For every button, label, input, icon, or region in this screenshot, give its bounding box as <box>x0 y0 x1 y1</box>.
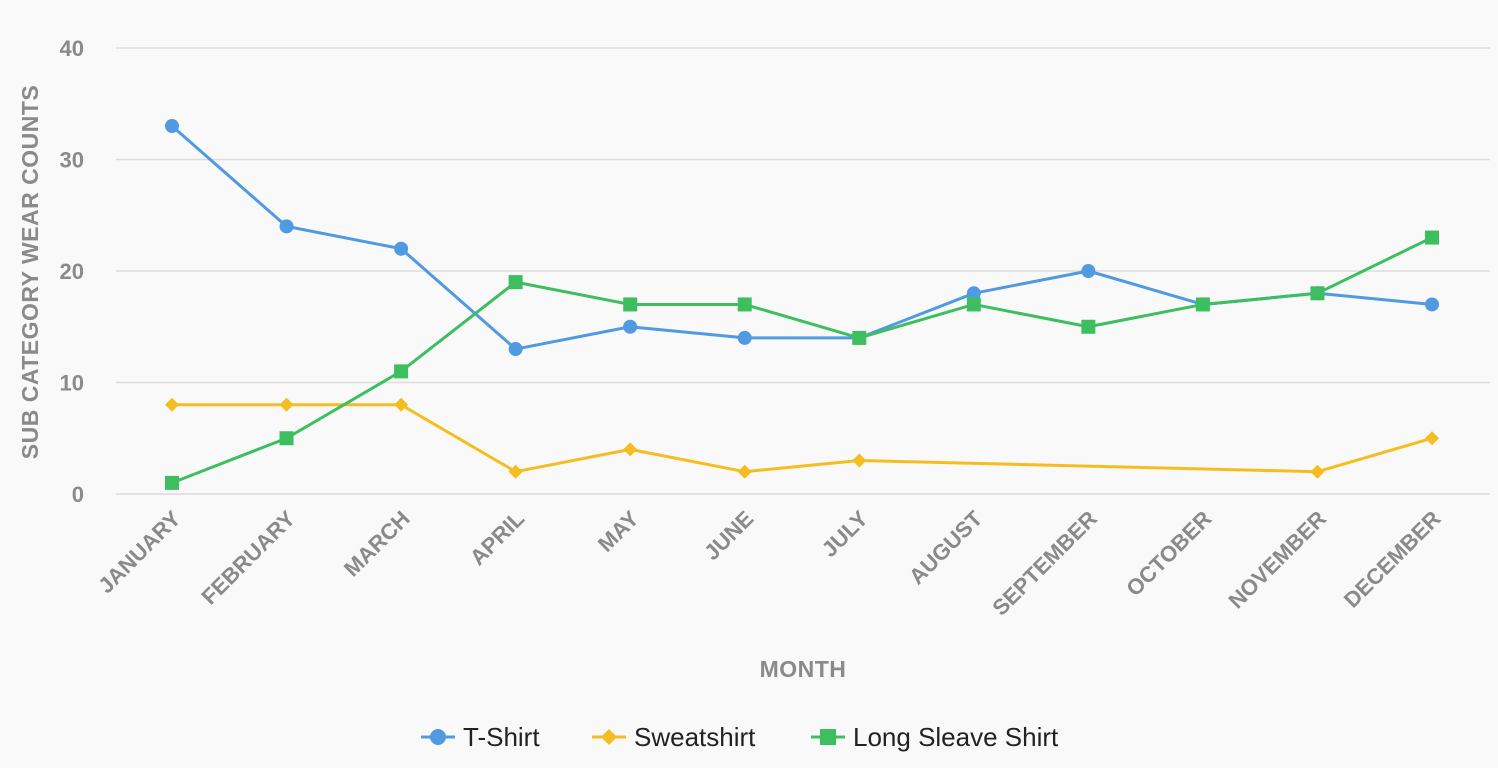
y-axis-ticks: 0 10 20 30 40 <box>60 36 84 507</box>
data-point[interactable] <box>508 464 523 479</box>
data-point[interactable] <box>165 119 179 134</box>
x-tick-label: FEBRUARY <box>197 506 301 610</box>
y-tick-label: 40 <box>60 36 84 61</box>
legend-swatch-marker <box>601 729 617 745</box>
series-line-long-sleave-shirt <box>170 236 1434 485</box>
data-point[interactable] <box>508 342 523 357</box>
data-point[interactable] <box>737 330 752 345</box>
data-point[interactable] <box>852 330 867 345</box>
x-axis-ticks: JANUARY FEBRUARY MARCH APRIL MAY JUNE JULY AUGU… <box>93 505 1445 620</box>
data-point[interactable] <box>1081 319 1096 334</box>
x-tick-label: MAY <box>593 506 644 557</box>
x-tick-label: NOVEMBER <box>1223 506 1331 614</box>
x-tick-label: DECEMBER <box>1339 506 1446 613</box>
x-axis-title: MONTH <box>760 656 847 682</box>
data-point[interactable] <box>508 275 523 290</box>
x-tick-label: AUGUST <box>904 505 988 589</box>
legend-item[interactable]: Sweatshirt <box>592 722 756 752</box>
data-point[interactable] <box>1425 431 1439 446</box>
data-point[interactable] <box>394 241 409 256</box>
legend[interactable]: T-Shirt Sweatshirt Long Sleave Shirt <box>421 722 1059 752</box>
data-point[interactable] <box>852 453 867 468</box>
data-point[interactable] <box>279 431 294 446</box>
x-tick-label: APRIL <box>465 506 529 570</box>
x-tick-label: MARCH <box>339 506 415 582</box>
x-tick-label: SEPTEMBER <box>987 506 1102 621</box>
x-tick-label: JULY <box>817 506 873 562</box>
y-axis-title: SUB CATEGORY WEAR COUNTS <box>17 85 43 459</box>
legend-item[interactable]: T-Shirt <box>421 722 540 752</box>
legend-label: Sweatshirt <box>634 722 756 752</box>
data-point[interactable] <box>966 286 981 301</box>
y-tick-label: 0 <box>72 482 84 507</box>
data-point[interactable] <box>1310 464 1325 479</box>
legend-label: Long Sleave Shirt <box>853 722 1059 752</box>
y-tick-label: 10 <box>60 371 84 396</box>
y-tick-label: 20 <box>60 259 84 284</box>
data-point[interactable] <box>623 297 638 312</box>
data-point[interactable] <box>279 397 294 412</box>
x-tick-label: JUNE <box>699 506 758 565</box>
data-point[interactable] <box>394 397 409 412</box>
data-point[interactable] <box>737 464 752 479</box>
data-point[interactable] <box>623 319 638 334</box>
data-point[interactable] <box>1425 297 1439 312</box>
legend-swatch-marker <box>820 729 836 745</box>
data-point[interactable] <box>165 397 179 412</box>
series-lines <box>170 124 1434 485</box>
data-point[interactable] <box>737 297 752 312</box>
series-markers <box>165 119 1439 490</box>
data-point[interactable] <box>623 442 638 457</box>
data-point[interactable] <box>165 475 179 490</box>
legend-item[interactable]: Long Sleave Shirt <box>811 722 1059 752</box>
data-point[interactable] <box>1310 286 1325 301</box>
legend-swatch-marker <box>430 729 446 745</box>
data-point[interactable] <box>394 364 409 379</box>
legend-label: T-Shirt <box>463 722 540 752</box>
data-point[interactable] <box>1081 264 1096 278</box>
data-point[interactable] <box>1425 230 1439 245</box>
x-tick-label: JANUARY <box>93 506 186 599</box>
data-point[interactable] <box>279 219 294 234</box>
data-point[interactable] <box>966 297 981 312</box>
y-tick-label: 30 <box>60 148 84 173</box>
x-tick-label: OCTOBER <box>1121 506 1216 601</box>
data-point[interactable] <box>1195 297 1210 312</box>
series-line-sweatshirt <box>170 403 1434 474</box>
gridlines <box>116 47 1490 495</box>
